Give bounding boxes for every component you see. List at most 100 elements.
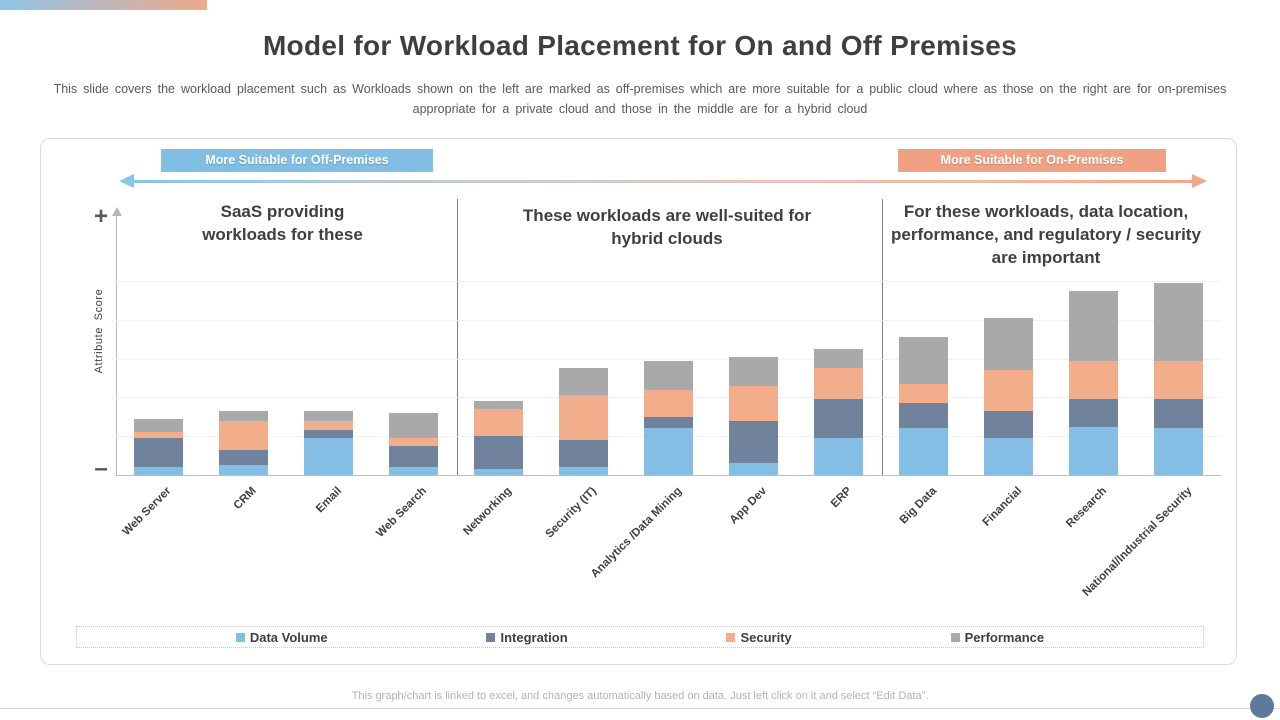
legend-swatch	[950, 632, 960, 642]
bar-segment	[304, 430, 353, 439]
stacked-bar	[1069, 290, 1118, 475]
subtitle-line-2: appropriate for a private cloud and thos…	[412, 102, 868, 116]
stacked-bar	[1154, 282, 1203, 475]
bar-segment	[899, 337, 948, 384]
gridline	[116, 320, 1221, 321]
bar-segment	[1069, 426, 1118, 475]
corner-circle-decoration	[1250, 694, 1274, 718]
stacked-bar	[474, 401, 523, 475]
bar-segment	[644, 389, 693, 417]
bar-segment	[389, 412, 438, 439]
workload-placement-chart[interactable]: More Suitable for Off-Premises More Suit…	[40, 138, 1237, 665]
stacked-bar	[559, 368, 608, 475]
stacked-bar	[984, 317, 1033, 475]
bar-segment	[899, 383, 948, 404]
bar-segment	[814, 438, 863, 475]
bar-segment	[304, 420, 353, 431]
x-axis-label: App Dev	[727, 485, 769, 527]
legend-label: Security	[740, 629, 792, 645]
bar-segment	[474, 469, 523, 475]
x-axis-label: ERP	[828, 485, 854, 511]
on-premises-banner: More Suitable for On-Premises	[898, 149, 1166, 172]
bar-segment	[389, 445, 438, 468]
bar-segment	[644, 416, 693, 429]
legend-item: Security	[726, 629, 792, 645]
bar-segment	[134, 432, 183, 439]
stacked-bar	[644, 360, 693, 475]
bar-segment	[1154, 360, 1203, 400]
legend-swatch	[726, 632, 736, 642]
section-divider-2	[882, 199, 883, 476]
section-header-onprem: For these workloads, data location, perf…	[891, 202, 1201, 267]
bar-segment	[644, 428, 693, 475]
legend-item: Integration	[486, 629, 568, 645]
section-divider-1	[457, 199, 458, 476]
x-axis-label: Web Search	[374, 485, 429, 540]
x-axis-label: Analytics /Data Mining	[588, 485, 684, 581]
y-axis-minus-label: –	[94, 455, 108, 482]
bar-segment	[984, 438, 1033, 475]
bar-segment	[729, 356, 778, 386]
stacked-bar	[219, 411, 268, 475]
y-axis-line	[116, 215, 117, 475]
x-axis-label: Financial	[980, 485, 1024, 529]
legend-label: Performance	[964, 629, 1045, 645]
legend-label: Integration	[500, 629, 568, 645]
bar-segment	[474, 409, 523, 437]
off-premises-banner: More Suitable for Off-Premises	[161, 149, 433, 172]
bar-segment	[474, 401, 523, 410]
bar-segment	[1154, 428, 1203, 475]
x-axis-label: Big Data	[897, 485, 939, 527]
bar-segment	[1069, 360, 1118, 400]
gridline	[116, 359, 1221, 360]
chart-legend: Data Volume Integration Security Performanc…	[76, 626, 1204, 648]
bar-segment	[389, 438, 438, 446]
slide-subtitle: This slide covers the workload placement…	[40, 79, 1240, 119]
bar-segment	[1154, 399, 1203, 429]
section-header-hybrid: These workloads are well-suited for hybr…	[522, 206, 812, 248]
section-header-saas: SaaS providing workloads for these	[202, 202, 363, 244]
bar-segment	[899, 428, 948, 475]
bar-segment	[644, 360, 693, 390]
bar-segment	[984, 317, 1033, 371]
footer-note: This graph/chart is linked to excel, and…	[351, 690, 929, 702]
right-arrow-line	[241, 180, 1193, 183]
bar-segment	[134, 418, 183, 433]
legend-item: Data Volume	[235, 630, 328, 645]
plot-area: Web Server CRM Email Web Search Networking Se…	[116, 281, 1221, 599]
stacked-bar	[899, 337, 948, 475]
stacked-bar	[134, 418, 183, 475]
bar-segment	[389, 467, 438, 475]
legend-item: Performance	[950, 629, 1045, 645]
bar-segment	[814, 368, 863, 400]
bar-segment	[219, 420, 268, 450]
y-axis-plus-label: +	[93, 203, 109, 230]
bar-segment	[559, 395, 608, 441]
bar-segment	[729, 420, 778, 464]
bar-segment	[219, 465, 268, 475]
bar-segment	[1069, 290, 1118, 361]
bar-segment	[219, 449, 268, 466]
x-axis-label: Networking	[461, 485, 514, 538]
gridline	[116, 281, 1221, 282]
bar-segment	[134, 438, 183, 468]
x-axis-label: Security (IT)	[543, 485, 599, 541]
bar-segment	[984, 370, 1033, 411]
x-axis-label: Email	[313, 485, 344, 516]
bar-segment	[474, 436, 523, 470]
bar-segment	[814, 399, 863, 439]
x-axis-label: Research	[1063, 485, 1109, 531]
legend-swatch	[235, 632, 245, 642]
legend-swatch	[486, 632, 496, 642]
bar-segment	[219, 411, 268, 421]
bar-segment	[729, 463, 778, 475]
x-axis-label: Web Server	[120, 485, 174, 539]
stacked-bar	[729, 356, 778, 475]
y-axis-arrow-icon	[112, 207, 122, 216]
bar-segment	[814, 348, 863, 369]
stacked-bar	[814, 348, 863, 475]
bar-segment	[729, 385, 778, 421]
right-arrow-icon	[1192, 174, 1207, 188]
x-axis-line	[116, 475, 1221, 476]
